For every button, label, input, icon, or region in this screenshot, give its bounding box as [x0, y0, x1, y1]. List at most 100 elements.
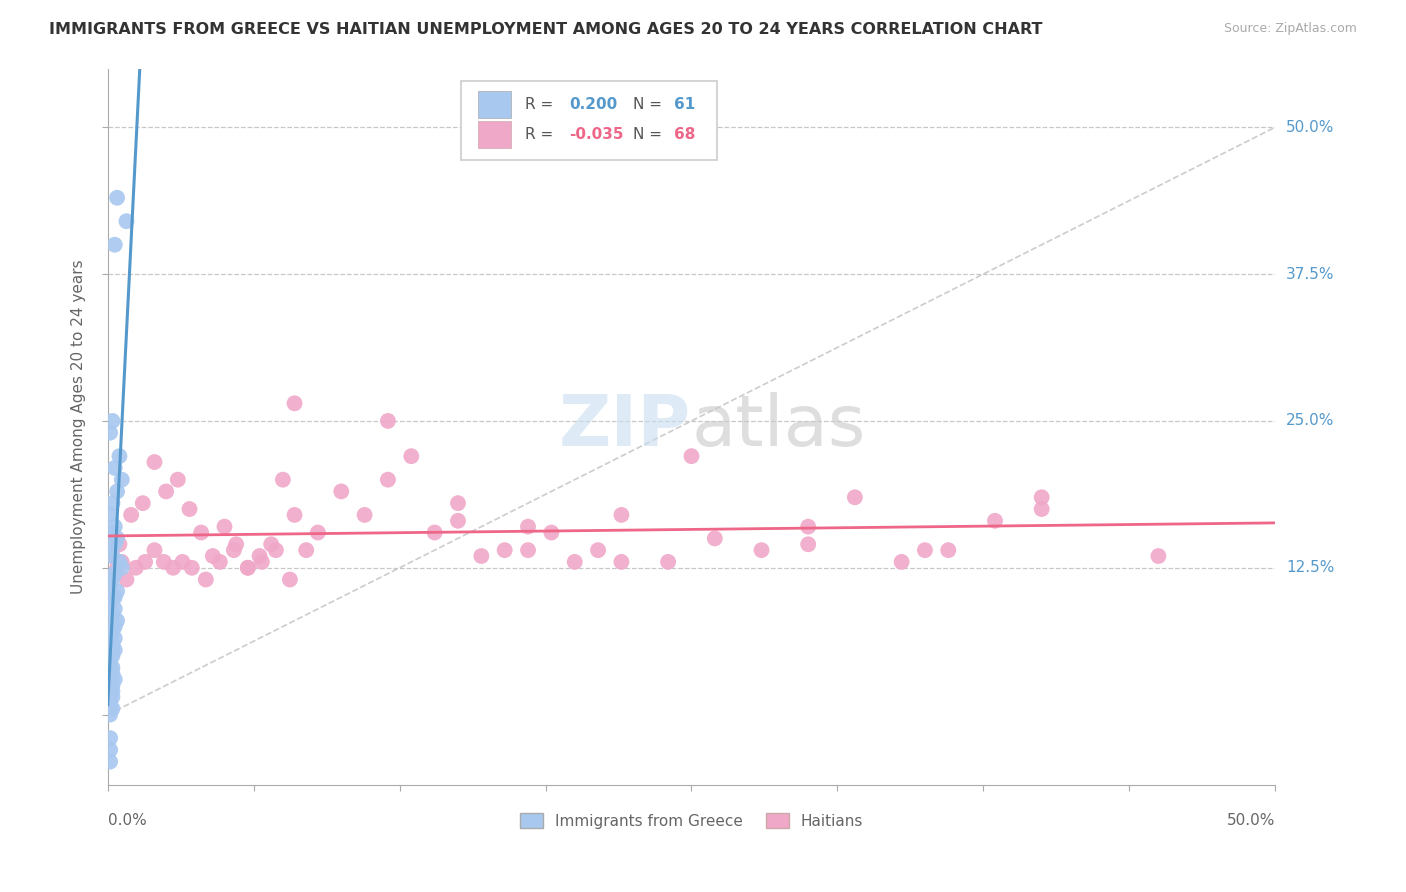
Text: ZIP: ZIP — [560, 392, 692, 461]
Point — [330, 484, 353, 499]
Text: 0.0%: 0.0% — [108, 813, 146, 828]
Point — [98, 696, 121, 710]
Text: 37.5%: 37.5% — [1286, 267, 1334, 282]
Point — [307, 525, 329, 540]
Point — [104, 566, 127, 581]
Point — [101, 496, 124, 510]
Point — [111, 561, 134, 575]
Point — [1031, 502, 1053, 516]
Point — [101, 607, 124, 622]
Point — [401, 449, 423, 463]
Point — [120, 508, 142, 522]
Point — [105, 191, 128, 205]
Point — [111, 555, 134, 569]
Point — [98, 648, 121, 663]
Point — [104, 537, 127, 551]
Point — [104, 461, 127, 475]
Point — [98, 578, 121, 592]
Point — [98, 755, 121, 769]
Point — [377, 473, 399, 487]
Point — [657, 555, 679, 569]
Point — [115, 214, 138, 228]
Point — [108, 537, 131, 551]
Point — [914, 543, 936, 558]
Point — [98, 666, 121, 681]
Point — [98, 596, 121, 610]
Point — [681, 449, 703, 463]
Point — [115, 573, 138, 587]
Point — [540, 525, 562, 540]
Point — [98, 702, 121, 716]
FancyBboxPatch shape — [461, 81, 717, 160]
Legend: Immigrants from Greece, Haitians: Immigrants from Greece, Haitians — [513, 807, 869, 835]
Point — [98, 743, 121, 757]
Point — [98, 673, 121, 687]
Point — [101, 590, 124, 604]
Point — [703, 532, 725, 546]
Point — [101, 678, 124, 692]
Point — [98, 543, 121, 558]
Point — [134, 555, 156, 569]
Point — [236, 561, 259, 575]
Point — [98, 425, 121, 440]
Point — [214, 519, 236, 533]
Point — [494, 543, 516, 558]
Point — [353, 508, 375, 522]
Point — [108, 555, 131, 569]
Point — [125, 561, 148, 575]
Point — [610, 508, 633, 522]
Point — [984, 514, 1007, 528]
Point — [101, 549, 124, 563]
Point — [98, 625, 121, 640]
Point — [194, 573, 217, 587]
Point — [1031, 490, 1053, 504]
Point — [271, 473, 294, 487]
Point — [98, 637, 121, 651]
Point — [470, 549, 492, 563]
Point — [1147, 549, 1170, 563]
Point — [98, 684, 121, 698]
Text: N =: N = — [633, 127, 662, 142]
Point — [936, 543, 959, 558]
Point — [249, 549, 271, 563]
Point — [517, 519, 540, 533]
Point — [98, 690, 121, 704]
Text: N =: N = — [633, 97, 662, 112]
Point — [104, 673, 127, 687]
Point — [101, 573, 124, 587]
Point — [797, 519, 820, 533]
Point — [101, 414, 124, 428]
Point — [162, 561, 184, 575]
Point — [101, 666, 124, 681]
Point — [104, 619, 127, 633]
Text: R =: R = — [524, 97, 553, 112]
Point — [278, 573, 301, 587]
Text: R =: R = — [524, 127, 553, 142]
Point — [201, 549, 224, 563]
Text: 61: 61 — [673, 97, 695, 112]
Point — [172, 555, 194, 569]
Text: 12.5%: 12.5% — [1286, 560, 1334, 575]
Point — [104, 519, 127, 533]
Point — [105, 532, 128, 546]
Point — [98, 660, 121, 674]
Point — [143, 543, 166, 558]
Text: -0.035: -0.035 — [569, 127, 623, 142]
Point — [104, 632, 127, 646]
Text: 0.200: 0.200 — [569, 97, 617, 112]
Point — [98, 731, 121, 745]
Point — [101, 549, 124, 563]
Point — [295, 543, 318, 558]
Point — [105, 614, 128, 628]
Point — [101, 660, 124, 674]
Point — [166, 473, 188, 487]
Point — [101, 684, 124, 698]
Point — [155, 484, 177, 499]
Point — [105, 584, 128, 599]
Point — [260, 537, 283, 551]
Point — [179, 502, 201, 516]
Point — [377, 414, 399, 428]
Point — [101, 648, 124, 663]
Point — [101, 690, 124, 704]
Text: Source: ZipAtlas.com: Source: ZipAtlas.com — [1223, 22, 1357, 36]
